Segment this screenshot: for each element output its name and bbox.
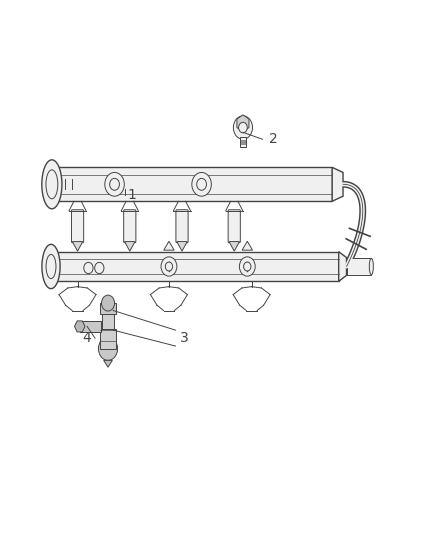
Circle shape — [95, 262, 104, 273]
Polygon shape — [242, 241, 253, 250]
Circle shape — [240, 257, 255, 276]
Circle shape — [99, 337, 117, 360]
Bar — [80, 321, 101, 332]
Bar — [54, 167, 332, 201]
Polygon shape — [164, 241, 174, 250]
Polygon shape — [74, 321, 85, 332]
FancyBboxPatch shape — [71, 210, 84, 243]
Circle shape — [192, 173, 212, 196]
Polygon shape — [177, 241, 187, 251]
FancyBboxPatch shape — [124, 210, 136, 243]
Ellipse shape — [369, 259, 373, 274]
Bar — [100, 328, 116, 349]
Bar — [102, 314, 114, 328]
Polygon shape — [339, 252, 346, 281]
Ellipse shape — [42, 244, 60, 289]
Bar — [240, 137, 246, 147]
Polygon shape — [229, 241, 240, 251]
Text: 1: 1 — [127, 188, 136, 202]
Circle shape — [84, 262, 93, 273]
Polygon shape — [237, 115, 249, 132]
Ellipse shape — [46, 170, 58, 199]
Circle shape — [239, 123, 247, 133]
Circle shape — [161, 257, 177, 276]
Polygon shape — [332, 167, 343, 201]
Text: 4: 4 — [82, 331, 91, 345]
FancyBboxPatch shape — [176, 210, 188, 243]
Text: 2: 2 — [269, 132, 278, 146]
Bar — [53, 252, 339, 281]
Circle shape — [165, 262, 173, 271]
Ellipse shape — [42, 160, 62, 209]
FancyBboxPatch shape — [228, 210, 240, 243]
Circle shape — [110, 179, 120, 190]
Bar — [346, 259, 371, 274]
Circle shape — [105, 173, 124, 196]
Text: 3: 3 — [180, 331, 188, 345]
Circle shape — [102, 295, 115, 311]
Polygon shape — [104, 360, 113, 367]
Circle shape — [244, 262, 251, 271]
Bar — [100, 303, 116, 314]
Ellipse shape — [46, 254, 56, 279]
Circle shape — [233, 116, 253, 139]
Polygon shape — [124, 241, 135, 251]
Circle shape — [197, 179, 206, 190]
Polygon shape — [72, 241, 83, 251]
